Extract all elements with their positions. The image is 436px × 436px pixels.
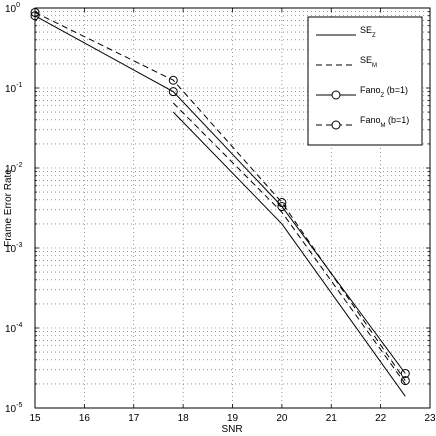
- legend-entry: SEZ: [360, 25, 376, 39]
- series-line: [172, 102, 406, 385]
- series-line: [34, 11, 406, 381]
- legend-entry: FanoM (b=1): [360, 115, 409, 129]
- x-tick-label: 18: [178, 413, 190, 424]
- y-tick-label: 100: [5, 2, 20, 15]
- grid: [35, 8, 430, 408]
- series-point: [400, 376, 410, 386]
- x-tick-label: 20: [276, 413, 288, 424]
- x-tick-label: 17: [128, 413, 140, 424]
- series-line: [172, 111, 406, 397]
- series-line: [34, 15, 406, 374]
- y-tick-label: 10-5: [5, 402, 22, 415]
- y-tick-label: 10-1: [5, 82, 22, 95]
- series-point: [277, 198, 287, 208]
- x-tick-label: 16: [79, 413, 91, 424]
- legend-entry: FanoZ (b=1): [360, 85, 408, 99]
- series-point: [400, 368, 410, 378]
- series-point: [168, 75, 178, 85]
- x-tick-label: 15: [29, 413, 41, 424]
- y-tick-labels: 100 10-1 10-2 10-3 10-4 10-5: [5, 2, 22, 415]
- y-tick-label: 10-2: [5, 162, 22, 175]
- y-tick-label: 10-3: [5, 242, 22, 255]
- legend-box: [307, 16, 423, 146]
- y-tick-label: 10-4: [5, 322, 22, 335]
- plot-frame: [34, 7, 431, 409]
- legend-marker: [331, 120, 341, 130]
- y-axis-label: Frame Error Rate: [3, 169, 14, 247]
- legend-marker: [331, 90, 341, 100]
- x-tick-label: 21: [326, 413, 338, 424]
- x-tick-labels: 15 16 17 18 19 20 21 22 23: [29, 413, 436, 424]
- x-axis-label: SNR: [221, 424, 242, 435]
- x-tick-label: 22: [375, 413, 387, 424]
- x-tick-label: 19: [227, 413, 239, 424]
- legend: SEZ SEM FanoZ (b=1) FanoM (b=1): [307, 16, 423, 146]
- series-point: [277, 202, 287, 212]
- x-tick-label: 23: [424, 413, 436, 424]
- series-point: [168, 87, 178, 97]
- legend-entry: SEM: [360, 55, 377, 69]
